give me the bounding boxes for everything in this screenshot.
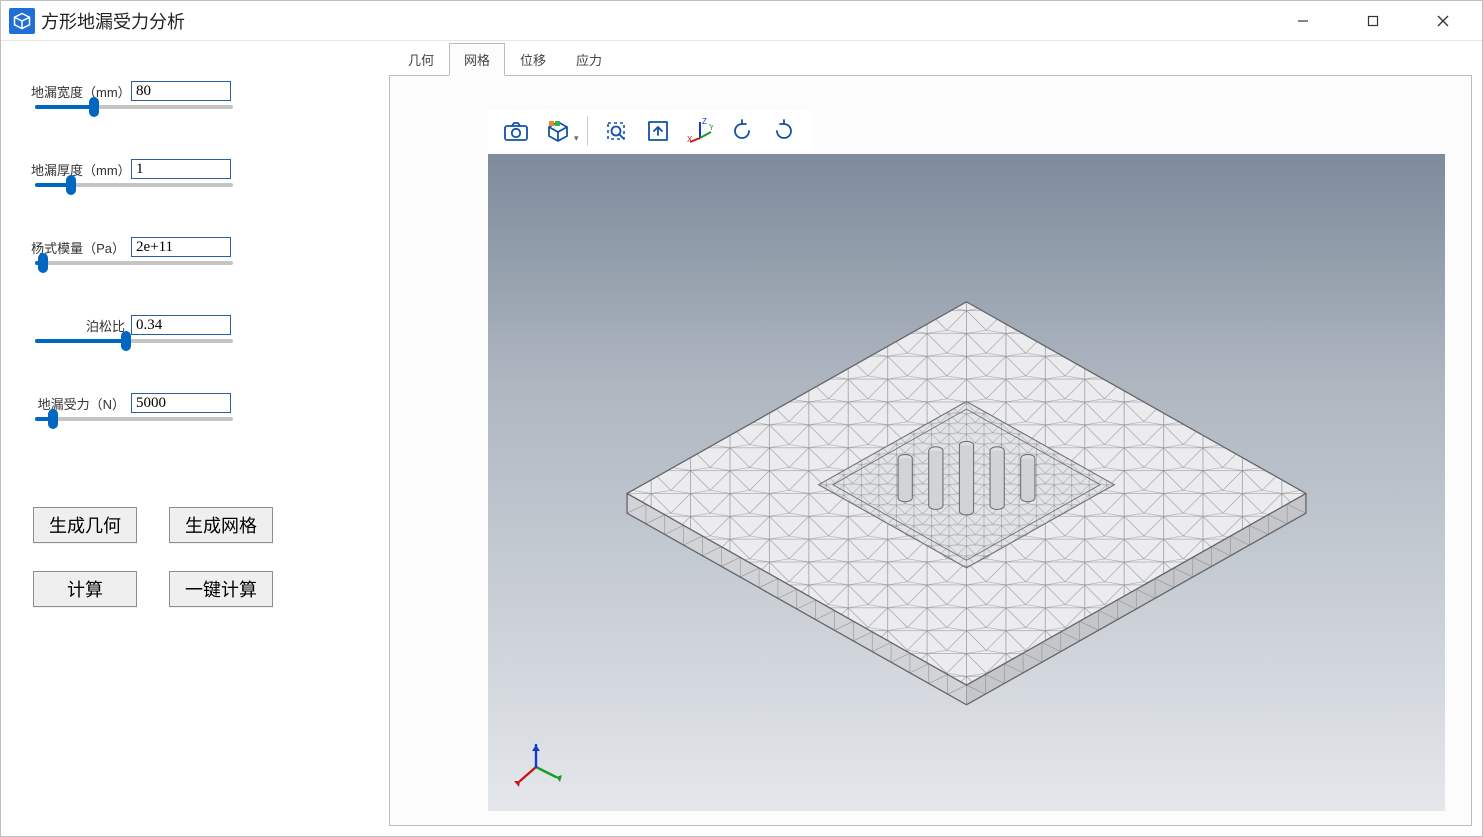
- param-input[interactable]: [131, 315, 231, 335]
- tab-1[interactable]: 网格: [449, 43, 505, 76]
- param-label: 泊松比: [31, 316, 131, 335]
- viewport-canvas[interactable]: [488, 154, 1445, 811]
- tab-2[interactable]: 位移: [505, 43, 561, 76]
- param-4: 地漏受力（N）: [31, 393, 359, 437]
- action-buttons: 生成几何 生成网格 计算 一键计算: [33, 507, 273, 607]
- maximize-button[interactable]: [1338, 1, 1408, 41]
- display-mode-icon[interactable]: [538, 111, 578, 151]
- param-slider[interactable]: [35, 105, 233, 109]
- minimize-button[interactable]: [1268, 1, 1338, 41]
- param-label: 地漏宽度（mm）: [31, 82, 131, 101]
- display-mode-icon-dropdown[interactable]: ▾: [574, 133, 579, 152]
- param-input[interactable]: [131, 237, 231, 257]
- tab-0[interactable]: 几何: [393, 43, 449, 76]
- viewer-frame: ▾ ZY X: [389, 75, 1472, 826]
- param-slider[interactable]: [35, 339, 233, 343]
- fit-selection-icon[interactable]: [596, 111, 636, 151]
- param-input[interactable]: [131, 81, 231, 101]
- viewer-toolbar: ▾ ZY X: [488, 110, 812, 152]
- app-window: 方形地漏受力分析 地漏宽度（mm） 地漏厚度（mm） 杨式模量（Pa） 泊松比地漏受力…: [0, 0, 1483, 837]
- close-button[interactable]: [1408, 1, 1478, 41]
- axes-icon[interactable]: ZY X: [680, 111, 720, 151]
- svg-text:X: X: [687, 135, 693, 144]
- param-label: 地漏受力（N）: [31, 394, 131, 413]
- screenshot-icon[interactable]: [496, 111, 536, 151]
- window-title: 方形地漏受力分析: [41, 8, 185, 34]
- tab-3[interactable]: 应力: [561, 43, 617, 76]
- rotate-left-icon[interactable]: [722, 111, 762, 151]
- rotate-right-icon[interactable]: [764, 111, 804, 151]
- param-1: 地漏厚度（mm）: [31, 159, 359, 203]
- generate-geometry-button[interactable]: 生成几何: [33, 507, 137, 543]
- param-2: 杨式模量（Pa）: [31, 237, 359, 281]
- parameters-panel: 地漏宽度（mm） 地漏厚度（mm） 杨式模量（Pa） 泊松比地漏受力（N） 生成几何 …: [1, 41, 389, 836]
- svg-text:Y: Y: [709, 123, 713, 132]
- viewer: ▾ ZY X: [488, 110, 1445, 811]
- svg-text:Z: Z: [702, 118, 707, 126]
- result-tabs: 几何网格位移应力: [389, 45, 1482, 75]
- mesh-visual: [488, 154, 1445, 811]
- window-controls: [1268, 1, 1478, 41]
- param-slider[interactable]: [35, 183, 233, 187]
- title-bar: 方形地漏受力分析: [1, 1, 1482, 41]
- param-slider[interactable]: [35, 417, 233, 421]
- main-area: 几何网格位移应力 ▾ ZY X: [389, 41, 1482, 836]
- param-3: 泊松比: [31, 315, 359, 359]
- app-icon: [9, 8, 35, 34]
- param-0: 地漏宽度（mm）: [31, 81, 359, 125]
- compute-button[interactable]: 计算: [33, 571, 137, 607]
- toolbar-separator: [587, 116, 588, 146]
- param-input[interactable]: [131, 393, 231, 413]
- param-label: 地漏厚度（mm）: [31, 160, 131, 179]
- one-click-compute-button[interactable]: 一键计算: [169, 571, 273, 607]
- generate-mesh-button[interactable]: 生成网格: [169, 507, 273, 543]
- fit-all-icon[interactable]: [638, 111, 678, 151]
- param-input[interactable]: [131, 159, 231, 179]
- param-slider[interactable]: [35, 261, 233, 265]
- orientation-triad-icon: [506, 737, 566, 797]
